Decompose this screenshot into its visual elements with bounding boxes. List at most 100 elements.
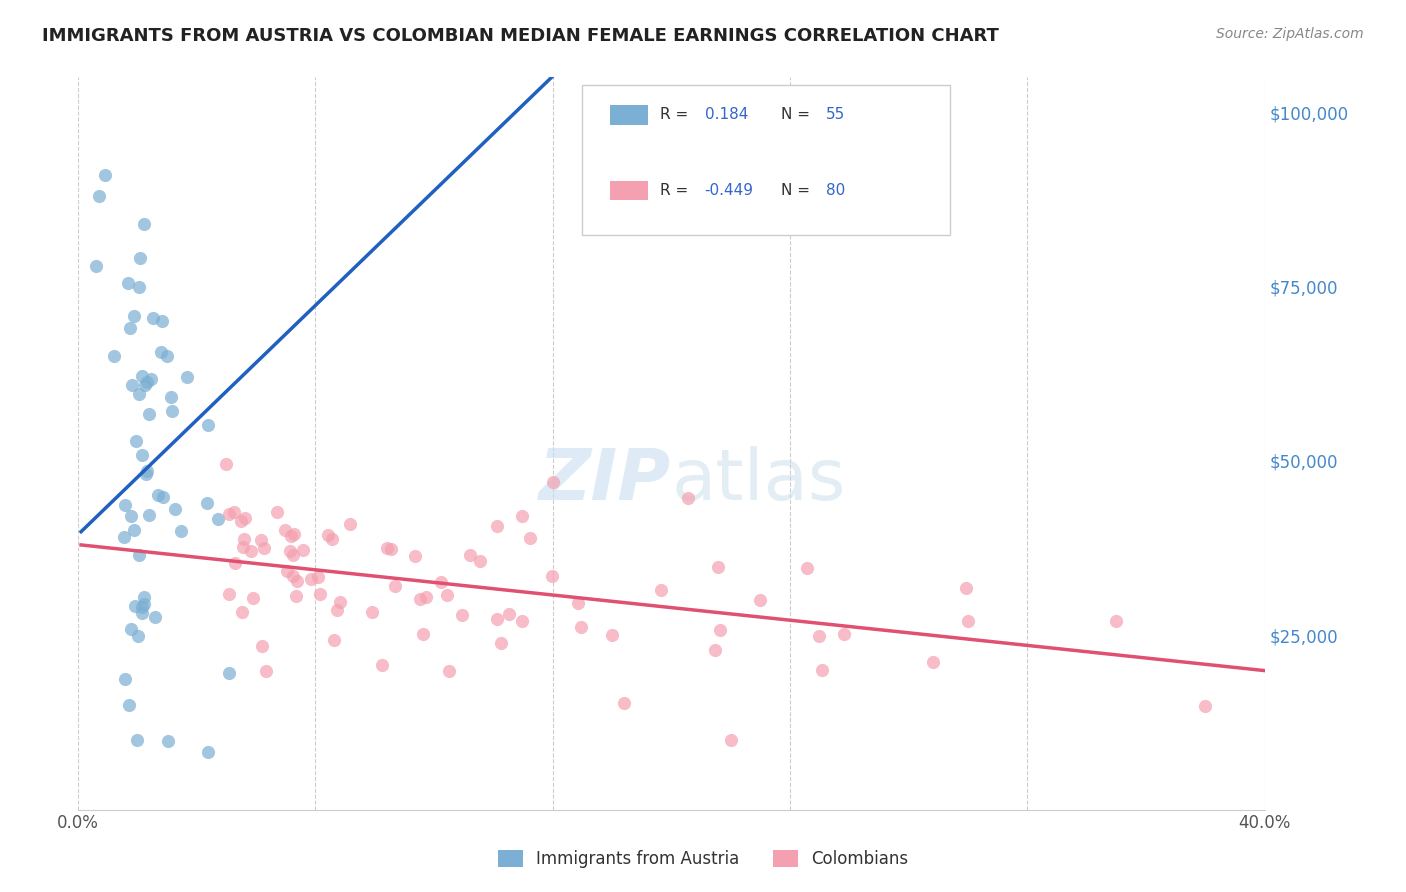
Text: ZIP: ZIP — [540, 446, 672, 515]
Text: 55: 55 — [825, 107, 845, 122]
Text: 0.184: 0.184 — [704, 107, 748, 122]
Point — [114, 498, 136, 512]
Point — [132, 597, 155, 611]
Point — [600, 628, 623, 642]
Point — [430, 574, 453, 589]
Point — [370, 657, 392, 672]
Point — [308, 587, 330, 601]
Point — [156, 349, 179, 363]
Point — [121, 378, 143, 392]
Point — [283, 526, 305, 541]
Point — [138, 508, 160, 522]
Point — [231, 605, 253, 619]
Point — [117, 698, 139, 712]
Point — [796, 561, 818, 575]
Point — [281, 569, 304, 583]
Point — [415, 591, 437, 605]
Point — [122, 310, 145, 324]
Point — [613, 696, 636, 710]
Point — [810, 663, 832, 677]
Point — [197, 745, 219, 759]
Point — [120, 508, 142, 523]
Point — [299, 572, 322, 586]
FancyBboxPatch shape — [582, 85, 950, 235]
Text: N =: N = — [780, 107, 814, 122]
Text: IMMIGRANTS FROM AUSTRIA VS COLOMBIAN MEDIAN FEMALE EARNINGS CORRELATION CHART: IMMIGRANTS FROM AUSTRIA VS COLOMBIAN MED… — [42, 27, 1000, 45]
Point — [169, 524, 191, 539]
Point — [163, 501, 186, 516]
Point — [114, 672, 136, 686]
Point — [468, 554, 491, 568]
Point — [1105, 615, 1128, 629]
Point — [143, 609, 166, 624]
Point — [84, 259, 107, 273]
Point — [706, 560, 728, 574]
Point — [127, 629, 149, 643]
Point — [87, 189, 110, 203]
Point — [149, 345, 172, 359]
Text: 80: 80 — [825, 183, 845, 198]
Point — [128, 251, 150, 265]
Point — [176, 369, 198, 384]
Point — [124, 599, 146, 614]
Point — [250, 533, 273, 547]
Text: -0.449: -0.449 — [704, 183, 754, 198]
Point — [408, 592, 430, 607]
Point — [292, 543, 315, 558]
Point — [541, 568, 564, 582]
Point — [412, 627, 434, 641]
Point — [709, 623, 731, 637]
Point — [120, 622, 142, 636]
Point — [224, 505, 246, 519]
Point — [138, 407, 160, 421]
Point — [519, 531, 541, 545]
Point — [485, 518, 508, 533]
Point — [360, 605, 382, 619]
Point — [704, 642, 727, 657]
Point — [218, 587, 240, 601]
Point — [339, 516, 361, 531]
Point — [94, 168, 117, 182]
Point — [439, 664, 461, 678]
Point — [808, 629, 831, 643]
Point — [139, 372, 162, 386]
Point — [233, 510, 256, 524]
Point — [676, 491, 699, 505]
Point — [541, 475, 564, 489]
Point — [135, 467, 157, 482]
Point — [118, 321, 141, 335]
Text: R =: R = — [659, 107, 693, 122]
Point — [152, 491, 174, 505]
Point — [321, 533, 343, 547]
FancyBboxPatch shape — [610, 105, 648, 125]
Point — [451, 607, 474, 622]
Point — [131, 600, 153, 615]
Point — [103, 349, 125, 363]
Legend: Immigrants from Austria, Colombians: Immigrants from Austria, Colombians — [491, 843, 915, 875]
Point — [242, 591, 264, 605]
Point — [491, 636, 513, 650]
Point — [380, 541, 402, 556]
Point — [510, 614, 533, 628]
Point — [254, 665, 277, 679]
Point — [233, 532, 256, 546]
Point — [316, 528, 339, 542]
Point — [749, 593, 772, 607]
Point — [132, 218, 155, 232]
Point — [485, 612, 508, 626]
Point — [326, 602, 349, 616]
Point — [156, 734, 179, 748]
Point — [274, 523, 297, 537]
Point — [128, 387, 150, 401]
Point — [142, 310, 165, 325]
Point — [134, 591, 156, 605]
Text: R =: R = — [659, 183, 693, 198]
Point — [197, 417, 219, 432]
Point — [458, 548, 481, 562]
Point — [375, 541, 398, 556]
Point — [160, 404, 183, 418]
Point — [131, 369, 153, 384]
Point — [240, 544, 263, 558]
Point — [567, 596, 589, 610]
Point — [232, 540, 254, 554]
